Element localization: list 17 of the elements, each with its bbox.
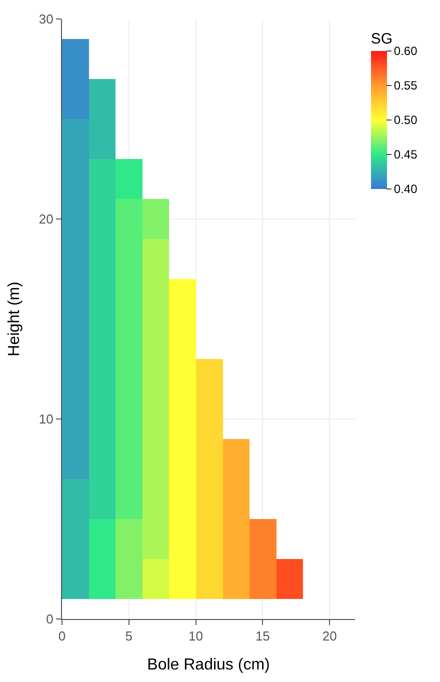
color-bar-label: 0.55 [394, 78, 418, 93]
x-tick-label: 5 [125, 628, 133, 644]
color-bar-label: 0.60 [394, 44, 418, 58]
x-tick-label: 15 [255, 628, 270, 644]
color-bar-label: 0.50 [394, 113, 418, 128]
y-tick-label: 20 [38, 212, 54, 227]
x-tick-label: 0 [58, 628, 66, 644]
y-tick-label: 30 [38, 12, 54, 27]
y-tick-label: 0 [46, 612, 54, 627]
x-axis-title: Bole Radius (cm) [147, 656, 270, 674]
y-axis-title: Height (m) [6, 282, 23, 356]
color-bar-label: 0.45 [394, 148, 418, 162]
color-bar-title: SG [370, 30, 393, 48]
x-tick-label: 10 [188, 628, 204, 644]
y-tick-label: 10 [38, 412, 54, 427]
color-bar-label: 0.40 [394, 182, 418, 196]
x-tick-label: 20 [322, 628, 337, 644]
